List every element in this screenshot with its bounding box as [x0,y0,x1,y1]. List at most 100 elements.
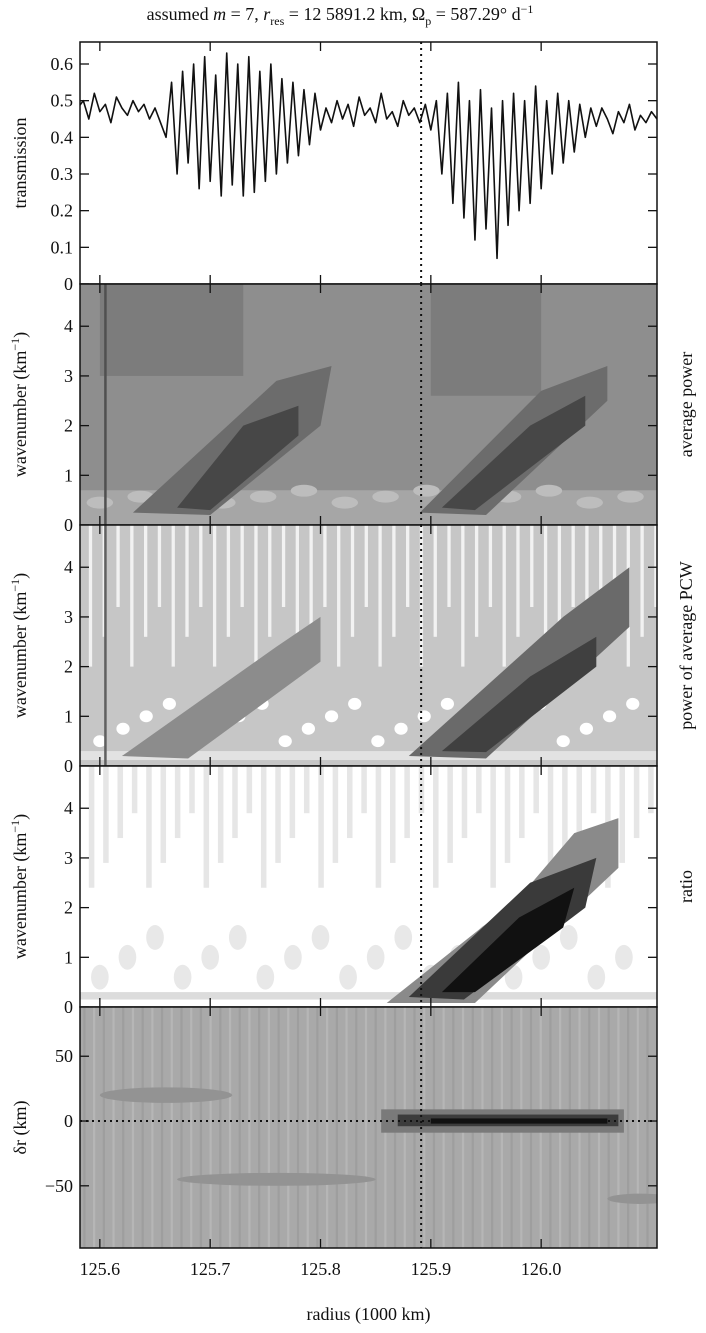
contour-region [116,722,130,735]
contour-region [371,735,385,748]
x-tick-label: 126.0 [521,1259,562,1279]
contour-region [607,1193,657,1204]
contour-region [626,697,640,710]
contour-region [173,964,192,990]
y-axis-label: wavenumber (km−1) [8,814,31,959]
contour-region [278,735,292,748]
contour-region [324,710,339,723]
contour-region [275,766,281,863]
contour-region [532,944,550,970]
plot-area [80,52,657,260]
contour-region [530,525,534,607]
contour-region [268,525,272,637]
contour-region [418,766,425,814]
contour-region [232,766,238,839]
contour-region [99,284,244,376]
y-tick-label: 3 [64,607,73,627]
contour-region [331,496,359,509]
contour-region [201,944,220,970]
contour-region [335,1007,338,1248]
contour-region [116,525,120,607]
x-tick-label: 125.9 [411,1259,452,1279]
y-axis-label-part: ) [10,573,31,579]
y-tick-label: 4 [64,316,73,336]
panel-label: power of average PCW [676,561,696,729]
contour-region [392,525,396,637]
contour-region [143,525,148,637]
contour-region [177,405,299,511]
contour-region [404,766,410,839]
contour-region [408,857,597,1000]
contour-region [284,944,302,970]
title-part: assumed [147,4,214,24]
contour-region [91,964,109,990]
contour-region [361,766,367,814]
contour-region [217,766,224,863]
contour-region [633,766,640,839]
contour-region [146,925,164,950]
contour-region [654,525,657,607]
contour-region [587,964,606,990]
y-axis-label: wavenumber (km−1) [8,573,31,718]
y-axis-label-part: ) [10,814,31,820]
title-part: −1 [521,2,534,16]
contour-region [413,484,440,497]
contour-region [406,525,410,607]
contour-region [296,1007,300,1248]
contour-region [640,525,644,637]
y-tick-label: 4 [64,798,73,818]
contour-region [419,525,424,667]
contour-region [337,525,341,667]
contour-region [394,722,408,735]
contour-region [287,1007,290,1248]
contour-region [104,525,107,766]
contour-region [326,1007,329,1248]
contour-region [533,766,539,814]
contour-region [366,944,385,970]
contour-region [212,525,217,667]
contour-region [203,766,210,888]
contour-region [441,636,597,753]
y-axis-label-part: −1 [8,579,22,592]
contour-region [303,766,310,814]
x-tick-label: 125.8 [300,1259,341,1279]
contour-region [648,766,654,814]
y-tick-label: 3 [64,366,73,386]
contour-region [209,1007,212,1248]
contour-region [295,525,299,667]
panel-frame [79,41,658,285]
contour-region [228,925,247,950]
contour-region [490,766,496,888]
y-axis-label-part: wavenumber (km [10,351,31,477]
contour-region [612,525,617,607]
contour-region [199,525,203,607]
y-tick-label: 2 [64,657,73,677]
panel-label: average power [676,352,696,457]
contour-region [139,710,153,723]
contour-region [571,525,575,607]
contour-region [316,1007,319,1248]
contour-region [130,525,134,667]
transmission-line [80,52,657,260]
plot-area [80,1007,657,1248]
title-part: = 587.29° d [431,4,520,24]
contour-region [535,484,563,497]
contour-region [104,284,107,525]
contour-region [160,766,167,863]
contour-region [289,766,296,839]
contour-region [474,525,479,637]
contour-region [617,490,644,503]
contour-region [93,735,107,748]
contour-region [346,766,353,839]
y-tick-label: 1 [64,947,73,967]
contour-region [226,525,231,637]
contour-region [80,992,657,1000]
contour-region [162,697,176,710]
contour-region [260,766,267,888]
contour-region [599,525,603,637]
y-axis-label: wavenumber (km−1) [8,332,31,477]
y-tick-label: 0.4 [51,127,74,147]
contour-region [476,766,482,814]
x-tick-label: 125.6 [80,1259,121,1279]
